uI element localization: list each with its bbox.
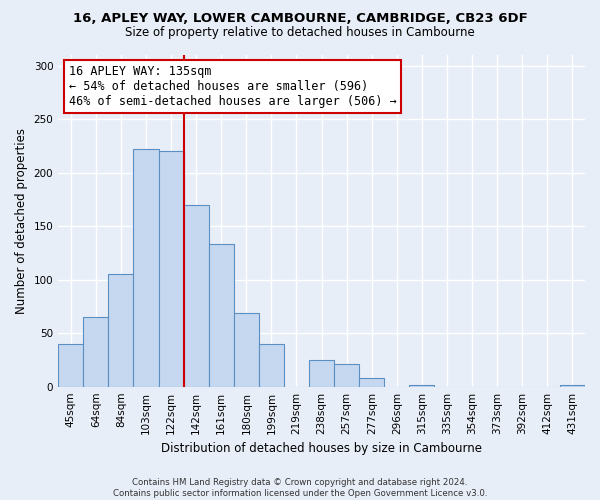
Bar [309, 360, 334, 386]
Text: Size of property relative to detached houses in Cambourne: Size of property relative to detached ho… [125, 26, 475, 39]
X-axis label: Distribution of detached houses by size in Cambourne: Distribution of detached houses by size … [161, 442, 482, 455]
Bar [259, 344, 284, 387]
Y-axis label: Number of detached properties: Number of detached properties [15, 128, 28, 314]
Bar [560, 384, 585, 386]
Bar [58, 344, 83, 387]
Bar [234, 313, 259, 386]
Bar [158, 152, 184, 386]
Bar [133, 149, 158, 386]
Bar [334, 364, 359, 386]
Bar [209, 244, 234, 386]
Bar [409, 384, 434, 386]
Text: Contains HM Land Registry data © Crown copyright and database right 2024.
Contai: Contains HM Land Registry data © Crown c… [113, 478, 487, 498]
Bar [109, 274, 133, 386]
Bar [359, 378, 385, 386]
Text: 16 APLEY WAY: 135sqm
← 54% of detached houses are smaller (596)
46% of semi-deta: 16 APLEY WAY: 135sqm ← 54% of detached h… [69, 65, 397, 108]
Text: 16, APLEY WAY, LOWER CAMBOURNE, CAMBRIDGE, CB23 6DF: 16, APLEY WAY, LOWER CAMBOURNE, CAMBRIDG… [73, 12, 527, 26]
Bar [184, 205, 209, 386]
Bar [83, 317, 109, 386]
